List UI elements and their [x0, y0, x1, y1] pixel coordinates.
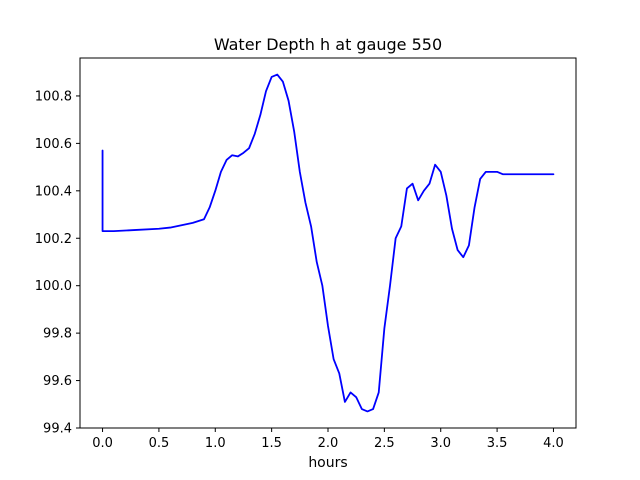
chart-title: Water Depth h at gauge 550	[214, 35, 442, 54]
y-tick-label: 99.8	[43, 327, 72, 342]
x-tick-label: 0.5	[149, 436, 170, 451]
y-tick-label: 99.6	[43, 374, 72, 389]
x-tick-label: 1.0	[205, 436, 226, 451]
x-tick-label: 2.0	[318, 436, 339, 451]
plot-area	[101, 73, 555, 413]
y-tick-label: 100.6	[35, 137, 72, 152]
y-tick-label: 100.2	[35, 232, 72, 247]
x-tick-label: 0.0	[92, 436, 113, 451]
x-tick-label: 3.5	[487, 436, 508, 451]
y-tick-label: 100.0	[35, 279, 72, 294]
x-tick-label: 3.0	[430, 436, 451, 451]
x-tick-label: 2.5	[374, 436, 395, 451]
y-tick-label: 100.4	[35, 184, 72, 199]
x-axis-label: hours	[308, 455, 347, 471]
axes-frame	[79, 57, 577, 429]
x-tick-label: 4.0	[543, 436, 564, 451]
y-tick-label: 100.8	[35, 89, 72, 104]
y-tick-label: 99.4	[43, 422, 72, 437]
x-tick-label: 1.5	[261, 436, 282, 451]
axis-ticks: 0.0 0.5 1.0 1.5 2.0 2.5 3.0 3.5 4.0 99.4 99.6 99.8 1…	[35, 89, 564, 451]
series-line	[101, 73, 555, 413]
